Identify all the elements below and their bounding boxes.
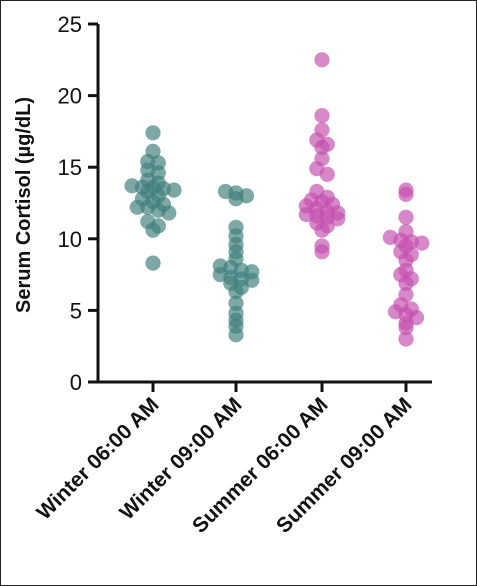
data-point <box>398 287 414 303</box>
data-point <box>166 182 182 198</box>
y-tick-label: 25 <box>58 12 82 37</box>
y-tick-label: 10 <box>58 227 82 252</box>
y-tick-label: 15 <box>58 155 82 180</box>
data-point <box>414 235 430 251</box>
data-point <box>314 238 330 254</box>
data-point <box>398 209 414 225</box>
data-point <box>398 182 414 198</box>
data-point <box>145 143 161 159</box>
data-point <box>150 218 166 234</box>
data-point <box>403 301 419 317</box>
data-point <box>319 189 335 205</box>
data-point <box>145 125 161 141</box>
data-point <box>238 188 255 204</box>
data-point <box>319 136 335 152</box>
data-point <box>314 122 330 138</box>
data-point <box>228 219 244 235</box>
y-tick-label: 5 <box>70 298 82 323</box>
data-point <box>398 224 414 240</box>
data-point <box>314 151 330 167</box>
data-point <box>319 166 335 182</box>
data-point <box>244 264 260 280</box>
data-points <box>124 52 430 347</box>
data-point <box>314 52 330 68</box>
y-axis: 0 5 10 15 20 25 <box>58 12 100 395</box>
y-tick-label: 0 <box>70 370 82 395</box>
data-point <box>150 155 166 171</box>
data-point <box>398 331 414 347</box>
data-point <box>314 108 330 124</box>
y-tick-label: 20 <box>58 84 82 109</box>
data-point <box>145 255 161 271</box>
data-point <box>228 295 244 311</box>
y-axis-title: Serum Cortisol (µg/dL) <box>13 97 35 313</box>
